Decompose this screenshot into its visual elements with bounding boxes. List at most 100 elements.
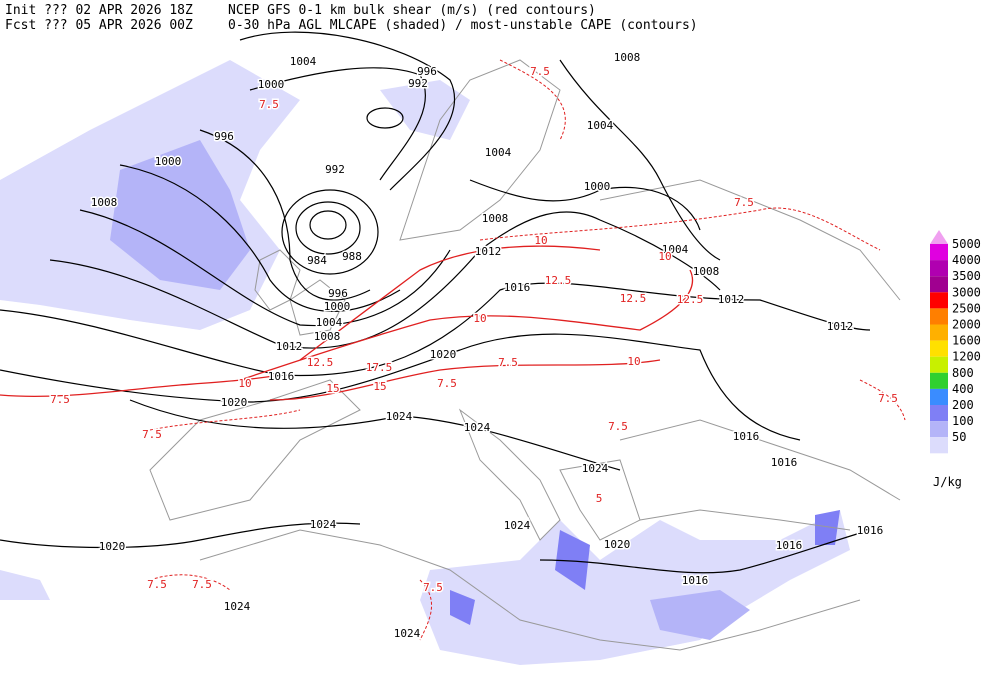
pressure-label: 1024 xyxy=(394,627,421,640)
shear-label: 15 xyxy=(326,382,339,395)
shear-label: 12.5 xyxy=(620,292,647,305)
colorbar-box xyxy=(930,372,948,389)
colorbar-label: 3500 xyxy=(952,269,981,283)
shear-label: 7.5 xyxy=(142,428,162,441)
pressure-label: 1024 xyxy=(310,518,337,531)
shear-label: 7.5 xyxy=(530,65,550,78)
pressure-label: 1000 xyxy=(324,300,351,313)
pressure-label: 1004 xyxy=(316,316,343,329)
pressure-label: 1004 xyxy=(662,243,689,256)
pressure-label: 1000 xyxy=(155,155,182,168)
pressure-label: 1016 xyxy=(857,524,884,537)
pressure-label: 1020 xyxy=(430,348,457,361)
shear-label: 7.5 xyxy=(259,98,279,111)
shear-label: 7.5 xyxy=(734,196,754,209)
colorbar-box xyxy=(930,437,948,454)
shear-label: 10 xyxy=(473,312,486,325)
colorbar-box xyxy=(930,260,948,277)
pressure-label: 1016 xyxy=(268,370,295,383)
colorbar-box xyxy=(930,356,948,373)
colorbar-label: 4000 xyxy=(952,253,981,267)
colorbar-label: 5000 xyxy=(952,237,981,251)
colorbar-box xyxy=(930,244,948,261)
shear-label: 12.5 xyxy=(677,293,704,306)
pressure-contours xyxy=(0,31,871,574)
shear-label: 7.5 xyxy=(878,392,898,405)
pressure-label: 1016 xyxy=(504,281,531,294)
colorbar-label: 2500 xyxy=(952,301,981,315)
colorbar-label: 200 xyxy=(952,398,974,412)
shear-label: 10 xyxy=(534,234,547,247)
pressure-label: 1012 xyxy=(276,340,303,353)
shear-title: NCEP GFS 0-1 km bulk shear (m/s) (red co… xyxy=(228,3,596,18)
shear-label: 7.5 xyxy=(192,578,212,591)
pressure-label: 1008 xyxy=(693,265,720,278)
pressure-label: 996 xyxy=(417,65,437,78)
pressure-label: 1012 xyxy=(475,245,502,258)
shear-label: 7.5 xyxy=(147,578,167,591)
colorbar-label: 1200 xyxy=(952,350,981,364)
shear-label: 7.5 xyxy=(498,356,518,369)
pressure-label: 1008 xyxy=(482,212,509,225)
pressure-label: 1012 xyxy=(827,320,854,333)
pressure-label: 1000 xyxy=(258,78,285,91)
colorbar-box xyxy=(930,308,948,325)
pressure-label: 1024 xyxy=(386,410,413,423)
shear-label: 12.5 xyxy=(545,274,572,287)
colorbar-label: 3000 xyxy=(952,285,981,299)
pressure-label: 1008 xyxy=(314,330,341,343)
coastlines xyxy=(149,59,901,651)
pressure-label: 1016 xyxy=(776,539,803,552)
pressure-label: 1004 xyxy=(485,146,512,159)
pressure-label: 1016 xyxy=(771,456,798,469)
shear-label: 15 xyxy=(373,380,386,393)
colorbar-label: 50 xyxy=(952,430,966,444)
pressure-label: 1020 xyxy=(604,538,631,551)
pressure-label: 1016 xyxy=(733,430,760,443)
colorbar-label: 100 xyxy=(952,414,974,428)
pressure-label: 1012 xyxy=(718,293,745,306)
shear-label: 7.5 xyxy=(50,393,70,406)
shear-label: 10 xyxy=(238,377,251,390)
shear-label: 10 xyxy=(627,355,640,368)
pressure-label: 996 xyxy=(328,287,348,300)
shear-label: 10 xyxy=(658,250,671,263)
pressure-label: 992 xyxy=(325,163,345,176)
colorbar-box xyxy=(930,292,948,309)
colorbar-label: 800 xyxy=(952,366,974,380)
pressure-label: 996 xyxy=(214,130,234,143)
init-text: Init ??? 02 APR 2026 18Z xyxy=(5,3,193,18)
colorbar-box xyxy=(930,388,948,405)
pressure-label: 992 xyxy=(408,77,428,90)
shear-contours xyxy=(0,59,906,641)
shear-label: 7.5 xyxy=(437,377,457,390)
pressure-label: 1024 xyxy=(224,600,251,613)
pressure-label: 988 xyxy=(342,250,362,263)
pressure-label: 1020 xyxy=(99,540,126,553)
pressure-label: 1024 xyxy=(582,462,609,475)
forecast-text: Fcst ??? 05 APR 2026 00Z xyxy=(5,18,193,33)
cape-shading xyxy=(0,60,850,665)
pressure-label: 1016 xyxy=(682,574,709,587)
shear-label: 7.5 xyxy=(423,581,443,594)
pressure-label: 1008 xyxy=(614,51,641,64)
shear-label: 5 xyxy=(596,492,603,505)
pressure-label: 984 xyxy=(307,254,327,267)
shear-label: 7.5 xyxy=(608,420,628,433)
pressure-label: 1020 xyxy=(221,396,248,409)
pressure-label: 1008 xyxy=(91,196,118,209)
pressure-label: 1024 xyxy=(464,421,491,434)
colorbar-label: 1600 xyxy=(952,334,981,348)
pressure-label: 1024 xyxy=(504,519,531,532)
colorbar-box xyxy=(930,405,948,422)
colorbar-label: 400 xyxy=(952,382,974,396)
pressure-label: 1004 xyxy=(587,119,614,132)
colorbar-box xyxy=(930,276,948,293)
colorbar-label: 2000 xyxy=(952,318,981,332)
colorbar-unit: J/kg xyxy=(933,475,962,489)
colorbar-extend xyxy=(930,230,948,244)
colorbar-box xyxy=(930,421,948,438)
pressure-label: 1000 xyxy=(584,180,611,193)
shear-label: 17.5 xyxy=(366,361,393,374)
